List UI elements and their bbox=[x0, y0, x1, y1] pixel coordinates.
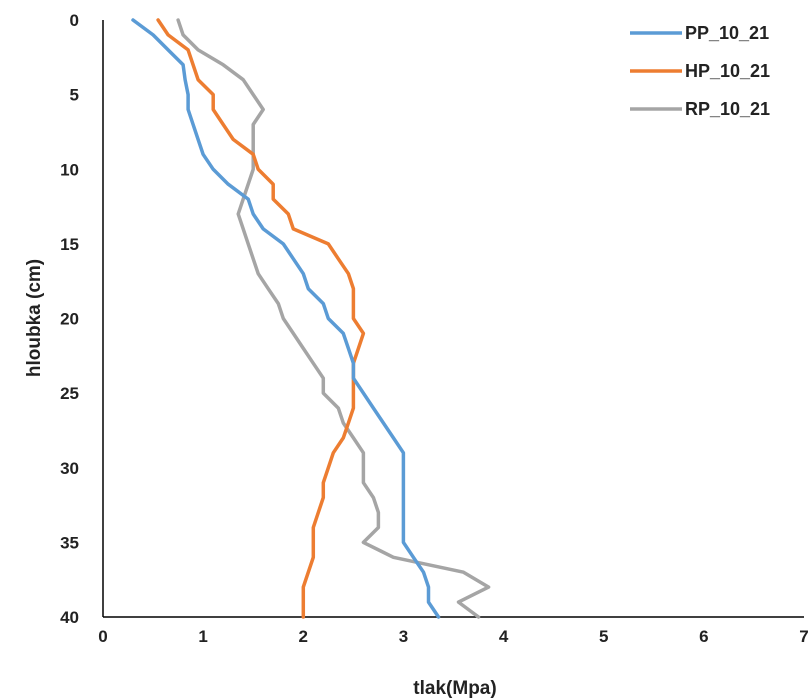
x-tick-label: 5 bbox=[599, 627, 608, 646]
y-tick-label: 5 bbox=[70, 86, 79, 105]
y-tick-label: 40 bbox=[60, 608, 79, 627]
legend: PP_10_21 HP_10_21 RP_10_21 bbox=[630, 23, 770, 119]
legend-label: RP_10_21 bbox=[685, 99, 770, 119]
x-tick-label: 3 bbox=[399, 627, 408, 646]
x-tick-label: 6 bbox=[699, 627, 708, 646]
legend-label: HP_10_21 bbox=[685, 61, 770, 81]
x-tick-label: 7 bbox=[799, 627, 808, 646]
series-group bbox=[131, 18, 491, 619]
series-line-pp-10-21 bbox=[131, 18, 441, 619]
y-tick-label: 30 bbox=[60, 459, 79, 478]
x-tick-label: 2 bbox=[299, 627, 308, 646]
y-tick-label: 20 bbox=[60, 310, 79, 329]
series-line-hp-10-21 bbox=[156, 18, 366, 619]
legend-label: PP_10_21 bbox=[685, 23, 769, 43]
axes bbox=[102, 20, 804, 618]
y-tick-label: 35 bbox=[60, 533, 79, 552]
x-tick-label: 1 bbox=[198, 627, 207, 646]
series-line-rp-10-21 bbox=[176, 18, 491, 619]
y-tick-label: 25 bbox=[60, 384, 79, 403]
y-tick-label: 0 bbox=[70, 11, 79, 30]
x-tick-label: 4 bbox=[499, 627, 509, 646]
y-tick-label: 10 bbox=[60, 160, 79, 179]
x-tick-label: 0 bbox=[98, 627, 107, 646]
x-axis-title: tlak(Mpa) bbox=[413, 678, 496, 699]
y-tick-label: 15 bbox=[60, 235, 79, 254]
tick-labels: 0 5 10 15 20 25 30 35 40 0 1 2 3 4 5 6 7 bbox=[60, 11, 809, 646]
y-axis-title: hloubka (cm) bbox=[24, 259, 45, 377]
